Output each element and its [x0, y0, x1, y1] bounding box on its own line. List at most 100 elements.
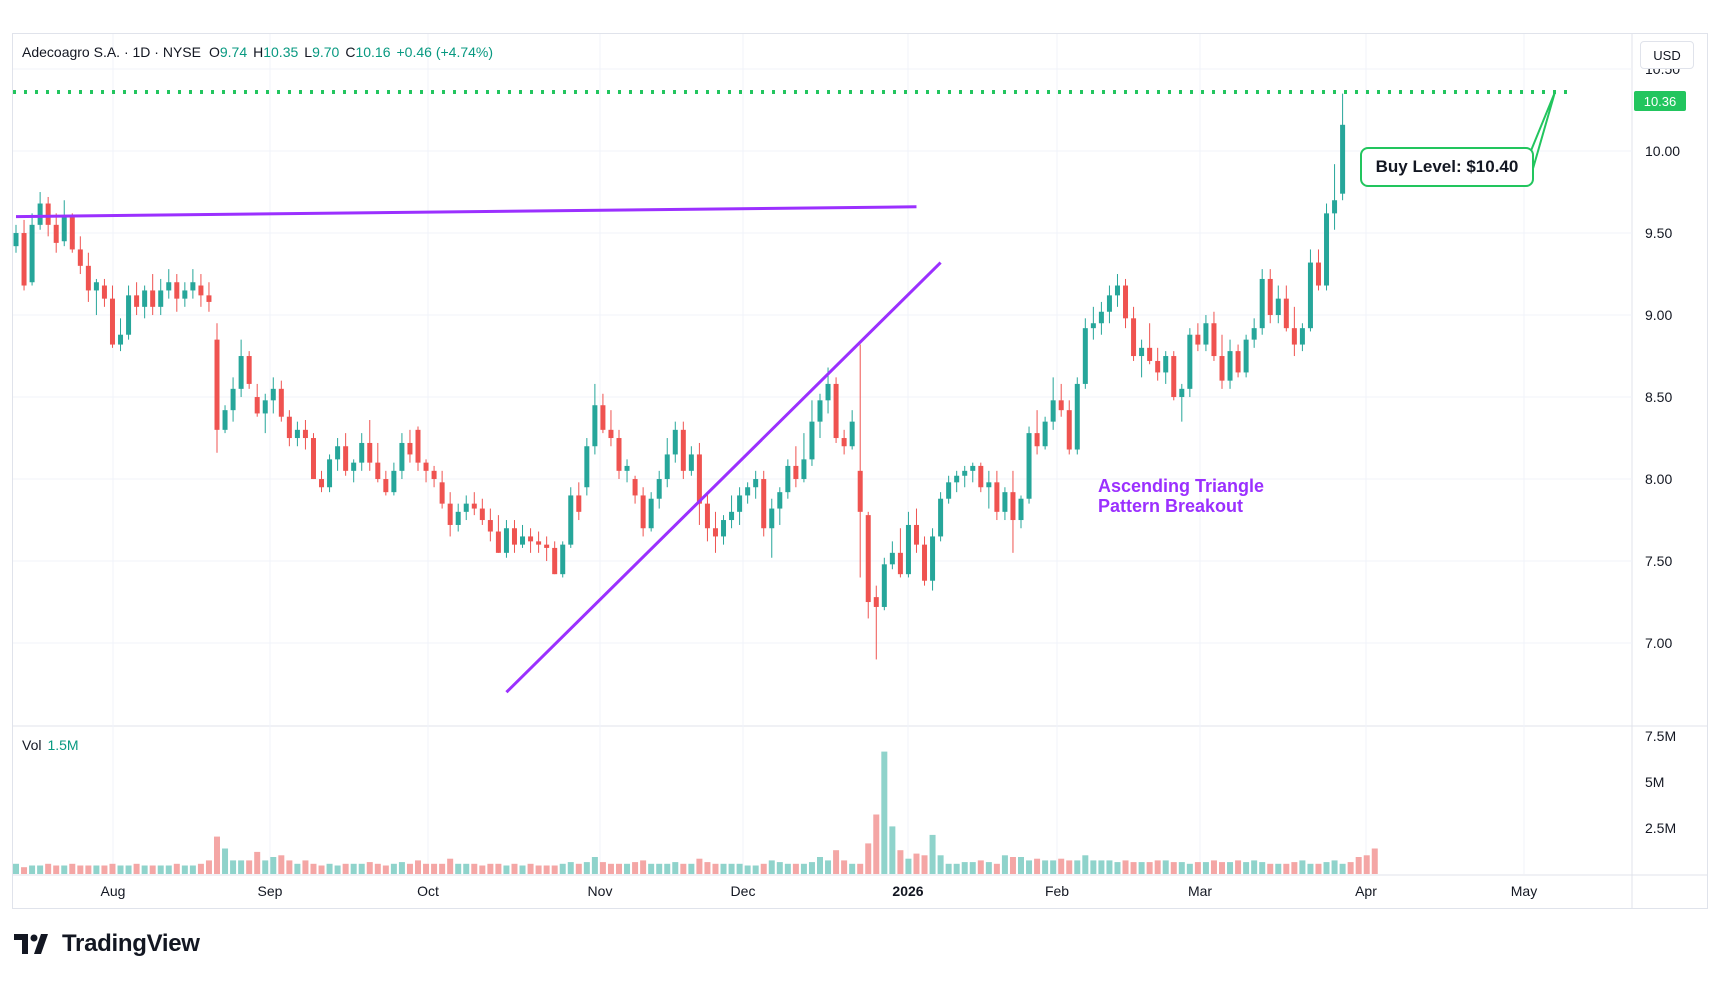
volume-bar: [85, 865, 92, 874]
candle-body: [439, 482, 445, 504]
candle-body: [704, 503, 710, 529]
candle-body: [327, 459, 333, 488]
symbol-name[interactable]: Adecoagro S.A. · 1D · NYSE: [22, 44, 201, 60]
volume-bar: [1114, 862, 1121, 874]
volume-bar: [511, 863, 518, 874]
candle-body: [817, 400, 823, 422]
buy-level-annotation: Buy Level: $10.40: [1360, 147, 1534, 187]
volume-bar: [173, 863, 180, 874]
candle-body: [616, 438, 622, 471]
candle-body: [825, 383, 831, 401]
candle-body: [801, 459, 807, 480]
candle-body: [319, 479, 325, 488]
candle-body: [1324, 213, 1330, 286]
candle-body: [1332, 200, 1338, 214]
volume-bar: [1098, 860, 1105, 874]
price-tick-label: 7.50: [1645, 553, 1672, 569]
currency-button[interactable]: USD: [1640, 41, 1694, 69]
volume-bar: [374, 863, 381, 874]
volume-bar: [382, 865, 389, 874]
volume-bar: [1210, 860, 1217, 874]
candle-body: [1283, 298, 1289, 329]
time-tick-label: Nov: [588, 883, 613, 899]
volume-label: Vol: [22, 737, 42, 753]
candle-body: [769, 508, 775, 529]
volume-bar: [1106, 860, 1113, 874]
candle-body: [503, 528, 509, 553]
volume-bar: [1259, 862, 1266, 874]
volume-bar: [1170, 862, 1177, 874]
volume-bar: [720, 863, 727, 874]
candle-body: [407, 442, 413, 455]
volume-bar: [1050, 860, 1057, 874]
volume-bar: [591, 857, 598, 874]
candle-body: [262, 400, 268, 414]
candle-body: [487, 520, 493, 532]
volume-bar: [559, 863, 566, 874]
volume-bar: [487, 863, 494, 874]
candle-body: [351, 462, 357, 471]
open-value: 9.74: [219, 44, 248, 60]
volume-bar: [350, 863, 357, 874]
candle-body: [391, 470, 397, 493]
volume-bar: [1283, 863, 1290, 874]
volume-bar: [704, 862, 711, 874]
volume-bar: [342, 863, 349, 874]
volume-bar: [479, 865, 486, 874]
candle-body: [793, 465, 799, 480]
volume-bar: [286, 860, 293, 874]
volume-bar: [21, 867, 28, 874]
time-tick-label: Dec: [731, 883, 756, 899]
volume-bar: [45, 863, 52, 874]
volume-value: 1.5M: [47, 737, 79, 753]
volume-bar: [1001, 855, 1008, 874]
volume-bar: [752, 865, 759, 874]
volume-bar: [945, 863, 952, 874]
change-value: +0.46 (+4.74%): [396, 44, 494, 60]
volume-bar: [1291, 862, 1298, 874]
volume-bar: [77, 865, 84, 874]
volume-bar: [1339, 863, 1346, 874]
volume-bar: [69, 863, 76, 874]
volume-bar: [1042, 860, 1049, 874]
brand-logo[interactable]: TradingView: [14, 930, 200, 958]
candle-body: [1010, 492, 1016, 521]
volume-bar: [833, 850, 840, 874]
volume-bar: [503, 865, 510, 874]
candle-body: [905, 524, 911, 575]
candle-body: [198, 285, 204, 296]
candle-body: [576, 495, 582, 512]
price-tick-label: 9.00: [1645, 307, 1672, 323]
candle-body: [897, 552, 903, 575]
candle-body: [729, 511, 735, 521]
volume-bar: [366, 862, 373, 874]
support-line: [505, 261, 942, 694]
candle-body: [1155, 360, 1161, 373]
volume-bar: [575, 863, 582, 874]
volume-bar: [1018, 857, 1024, 874]
candle-body: [1203, 323, 1209, 345]
volume-bar: [527, 863, 534, 874]
volume-bar: [543, 865, 550, 874]
volume-bar: [270, 857, 277, 874]
volume-bar: [101, 865, 108, 874]
volume-bar: [1090, 860, 1097, 874]
volume-bar: [632, 862, 639, 874]
candle-body: [994, 482, 1000, 512]
candle-body: [134, 295, 140, 307]
close-label: C: [345, 44, 356, 60]
candle-body: [101, 285, 107, 299]
volume-bar: [1026, 860, 1033, 874]
price-tick-label: 8.50: [1645, 389, 1672, 405]
volume-bar: [583, 862, 590, 874]
volume-bar: [29, 865, 36, 874]
candle-body: [214, 339, 220, 430]
candle-body: [45, 203, 51, 225]
time-tick-label: May: [1511, 883, 1537, 899]
pattern-annotation-line1: Ascending Triangle: [1098, 476, 1265, 496]
candle-body: [1251, 328, 1257, 340]
volume-tick-label: 5M: [1645, 774, 1664, 790]
candle-body: [335, 446, 341, 460]
candle-body: [118, 334, 124, 345]
